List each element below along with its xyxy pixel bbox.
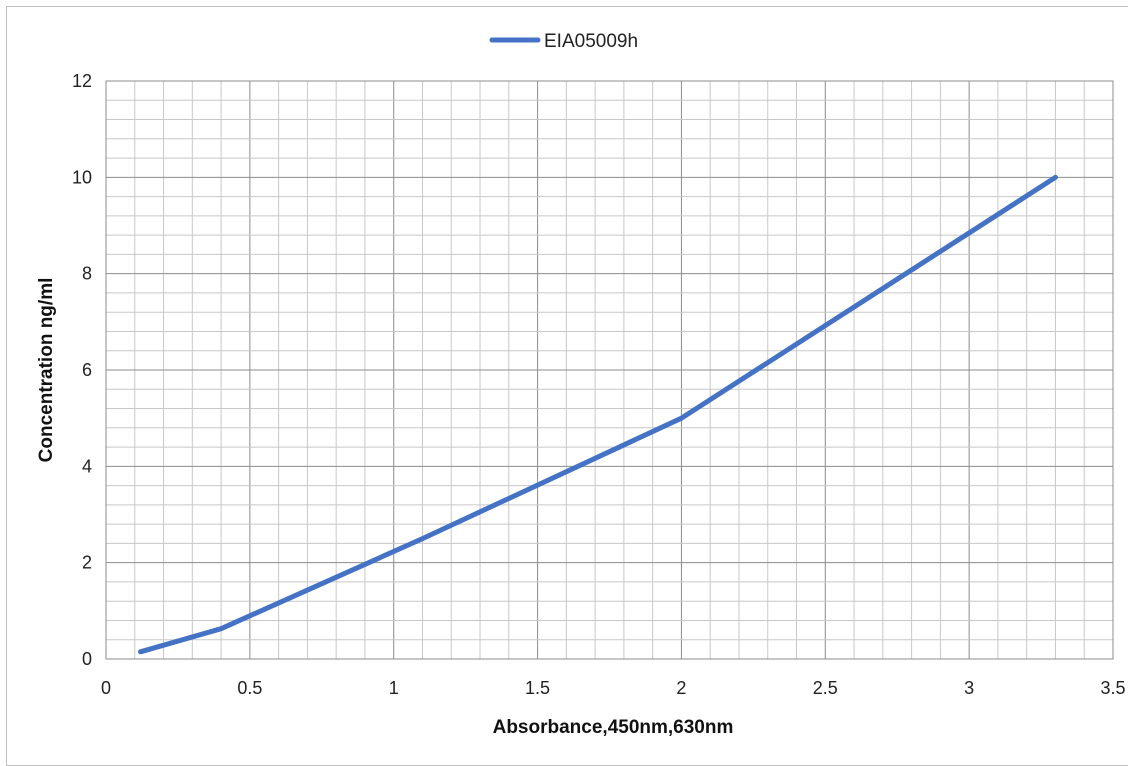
- y-tick-label: 2: [82, 553, 92, 573]
- plot-area-border: [105, 80, 1114, 660]
- y-tick-label: 12: [72, 71, 92, 91]
- grid: [105, 80, 1114, 660]
- y-tick-label: 0: [82, 649, 92, 669]
- x-tick-label: 2: [676, 678, 686, 698]
- x-axis-title: Absorbance,450nm,630nm: [493, 717, 734, 738]
- y-tick-label: 4: [82, 456, 92, 476]
- legend-label-eia05009h: EIA05009h: [544, 31, 638, 52]
- series-line-eia05009h: [138, 174, 1058, 655]
- y-axis-title: Concentration ng/ml: [36, 278, 57, 463]
- x-tick-label: 3.5: [1100, 678, 1125, 698]
- x-tick-label: 0: [101, 678, 111, 698]
- x-tick-label: 1: [389, 678, 399, 698]
- x-tick-label: 0.5: [237, 678, 262, 698]
- y-tick-label: 10: [72, 167, 92, 187]
- tick-labels: 0 0.5 1 1.5 2 2.5 3 3.5 0 2 4 6 8 10 12: [72, 71, 1126, 698]
- series-layer: [138, 174, 1058, 655]
- y-tick-label: 8: [82, 264, 92, 284]
- y-tick-label: 6: [82, 360, 92, 380]
- legend: EIA05009h: [489, 31, 638, 52]
- x-tick-label: 2.5: [813, 678, 838, 698]
- x-tick-label: 3: [964, 678, 974, 698]
- x-tick-label: 1.5: [525, 678, 550, 698]
